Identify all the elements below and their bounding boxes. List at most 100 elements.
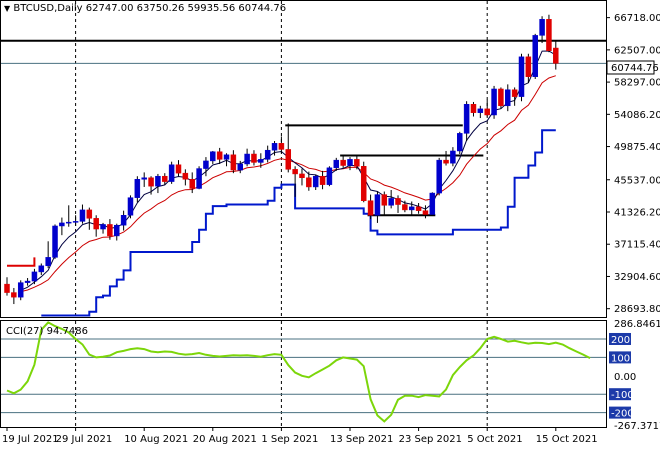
- cci-level-tag: [609, 332, 631, 345]
- bullish-candle: [127, 197, 134, 216]
- bullish-candle: [210, 151, 216, 162]
- bearish-candle: [498, 88, 504, 107]
- cci-tick-label: 286.8461: [614, 319, 660, 330]
- bullish-candle: [457, 133, 463, 152]
- ohlc-values: 62747.00 63750.26 59935.56 60744.76: [85, 3, 287, 14]
- bearish-candle: [381, 194, 388, 206]
- bullish-candle: [463, 104, 470, 134]
- bullish-candle: [168, 164, 175, 182]
- bearish-candle: [189, 179, 195, 189]
- y-axis-tick-label: 62507.00: [614, 45, 660, 56]
- bullish-candle: [100, 224, 106, 230]
- bullish-candle: [477, 108, 484, 113]
- level-lines-layer: [1, 39, 606, 217]
- bearish-candle: [367, 200, 374, 216]
- x-axis-tick-label: 13 Sep 2021: [330, 434, 393, 445]
- x-axis-tick-label: 15 Oct 2021: [536, 434, 598, 445]
- bullish-candle: [203, 160, 209, 169]
- bearish-candle: [402, 204, 408, 211]
- supertrend-down-line: [7, 257, 36, 267]
- bullish-candle: [312, 175, 319, 188]
- bearish-candle: [4, 283, 10, 293]
- bearish-candle: [415, 206, 422, 211]
- bearish-candle: [340, 159, 346, 166]
- x-axis-tick-label: 23 Sep 2021: [399, 434, 462, 445]
- bullish-candle: [31, 271, 38, 282]
- cci-level-tag-label: -200: [611, 409, 634, 420]
- bearish-candle: [278, 143, 285, 150]
- bearish-candle: [230, 154, 237, 171]
- bearish-candle: [470, 104, 477, 113]
- bullish-candle: [333, 159, 340, 169]
- x-axis-tick-label: 20 Aug 2021: [193, 434, 257, 445]
- cci-level-tag-label: -100: [611, 390, 634, 401]
- cci-line: [6, 321, 591, 423]
- bullish-candle: [271, 143, 278, 151]
- bearish-candle: [86, 209, 93, 219]
- bearish-candle: [484, 108, 490, 116]
- cci-level-tag-label: 200: [611, 335, 630, 346]
- bullish-candle: [450, 150, 456, 164]
- bullish-candle: [237, 163, 243, 171]
- y-axis-tick-label: 41326.20: [614, 207, 660, 218]
- y-axis-tick-label: 49875.40: [614, 142, 660, 153]
- current-price-tag-box: [606, 60, 655, 75]
- bearish-candle: [285, 149, 292, 170]
- bullish-candle: [196, 168, 202, 189]
- bullish-candle: [374, 194, 381, 216]
- bullish-candle: [532, 35, 538, 77]
- bearish-candle: [319, 175, 326, 185]
- bearish-candle: [395, 198, 401, 205]
- axis-layer: 66718.00 62507.00 58297.00 54086.20 49875.40…: [2, 13, 660, 445]
- bullish-candle: [79, 209, 86, 222]
- bearish-candle: [292, 169, 298, 175]
- x-axis-tick-label: 1 Sep 2021: [261, 434, 318, 445]
- y-axis-tick-label: 58297.00: [614, 78, 660, 89]
- bearish-candle: [107, 224, 113, 237]
- bearish-candle: [360, 166, 367, 201]
- y-axis-tick-label: 32904.60: [614, 272, 660, 283]
- current-price-tag: 60744.76: [611, 63, 659, 74]
- bearish-candle: [299, 173, 305, 179]
- cci-level-tag-label: 100: [611, 353, 630, 364]
- bullish-candle: [347, 159, 353, 166]
- bearish-candle: [306, 177, 312, 188]
- bullish-candle: [65, 221, 72, 224]
- cci-level-tag: [609, 406, 631, 419]
- cci-layer: [1, 321, 606, 423]
- header: ▼ BTCUSD,Daily 62747.00 63750.26 59935.5…: [4, 2, 286, 16]
- cci-level-tag: [609, 388, 631, 401]
- cci-panel-frame: [0, 320, 607, 428]
- bearish-candle: [546, 19, 552, 51]
- main-panel-frame: [0, 0, 607, 318]
- bullish-candle: [155, 175, 161, 187]
- cci-level-tag: [609, 351, 631, 364]
- bullish-candle: [52, 225, 58, 258]
- supertrend-up-line: [41, 129, 556, 317]
- bearish-candle: [148, 177, 154, 187]
- bullish-candle: [38, 265, 45, 273]
- bearish-candle: [511, 89, 518, 97]
- bullish-candle: [518, 56, 525, 97]
- bearish-candle: [11, 292, 17, 298]
- collapse-triangle-icon[interactable]: ▼: [4, 4, 11, 13]
- bullish-candle: [45, 257, 51, 267]
- bearish-candle: [354, 159, 360, 167]
- bearish-candle: [93, 218, 99, 230]
- bearish-candle: [175, 164, 182, 174]
- bullish-candle: [388, 198, 394, 206]
- bearish-candle: [553, 47, 559, 64]
- x-axis-tick-label: 5 Oct 2021: [467, 434, 522, 445]
- bearish-candle: [251, 153, 257, 163]
- x-axis-tick-label: 10 Aug 2021: [124, 434, 188, 445]
- x-axis-tick-label: 19 Jul 2021: [2, 434, 59, 445]
- bullish-candle: [24, 280, 31, 283]
- bullish-candle: [505, 89, 511, 107]
- bullish-candle: [114, 224, 120, 237]
- cci-label: CCI(27) 94.7486: [6, 326, 88, 337]
- bullish-candle: [491, 88, 497, 116]
- bearish-candle: [422, 210, 429, 215]
- bullish-candle: [120, 215, 127, 226]
- y-axis-tick-label: 45537.00: [614, 175, 660, 186]
